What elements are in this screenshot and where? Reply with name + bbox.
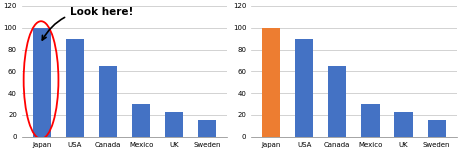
Bar: [294, 39, 313, 137]
Bar: [426, 120, 445, 137]
Bar: [327, 66, 346, 137]
Bar: [360, 104, 379, 137]
Text: Look here!: Look here!: [42, 7, 133, 40]
Bar: [33, 28, 50, 137]
Bar: [99, 66, 117, 137]
Bar: [66, 39, 84, 137]
Bar: [393, 112, 412, 137]
Bar: [261, 28, 280, 137]
Bar: [165, 112, 183, 137]
Bar: [198, 120, 216, 137]
Bar: [132, 104, 150, 137]
